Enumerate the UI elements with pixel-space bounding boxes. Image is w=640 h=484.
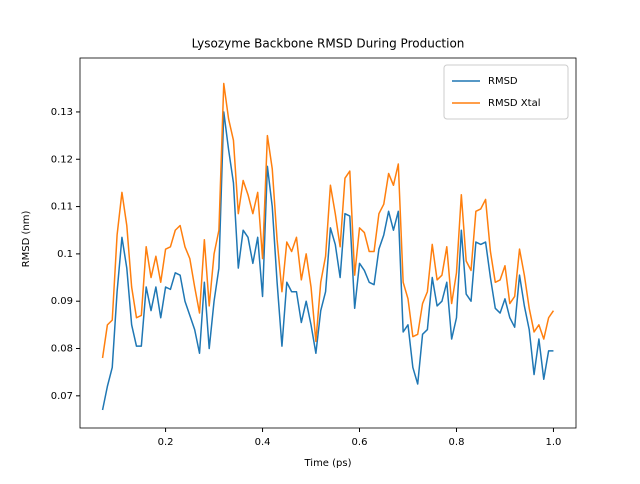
y-tick-label: 0.1 [57, 249, 73, 260]
x-tick-label: 0.8 [449, 437, 465, 448]
x-tick-label: 0.4 [255, 437, 271, 448]
chart-title: Lysozyme Backbone RMSD During Production [192, 37, 465, 51]
line-series [101, 111, 554, 411]
y-tick-label: 0.07 [51, 391, 73, 402]
legend-label: RMSD [488, 76, 518, 87]
x-tick-label: 0.2 [158, 437, 174, 448]
x-tick-label: 1.0 [546, 437, 562, 448]
x-axis-label: Time (ps) [303, 458, 351, 469]
x-tick-label: 0.6 [352, 437, 368, 448]
legend-label: RMSD Xtal [488, 98, 540, 109]
y-axis-label: RMSD (nm) [21, 211, 32, 268]
y-tick-label: 0.13 [51, 107, 73, 118]
line-series [101, 82, 555, 359]
legend-box [443, 64, 569, 120]
y-tick-label: 0.12 [51, 154, 73, 165]
y-tick-label: 0.09 [51, 296, 73, 307]
y-tick-label: 0.08 [51, 344, 73, 355]
plot-frame [79, 57, 577, 429]
y-tick-label: 0.11 [51, 202, 73, 213]
